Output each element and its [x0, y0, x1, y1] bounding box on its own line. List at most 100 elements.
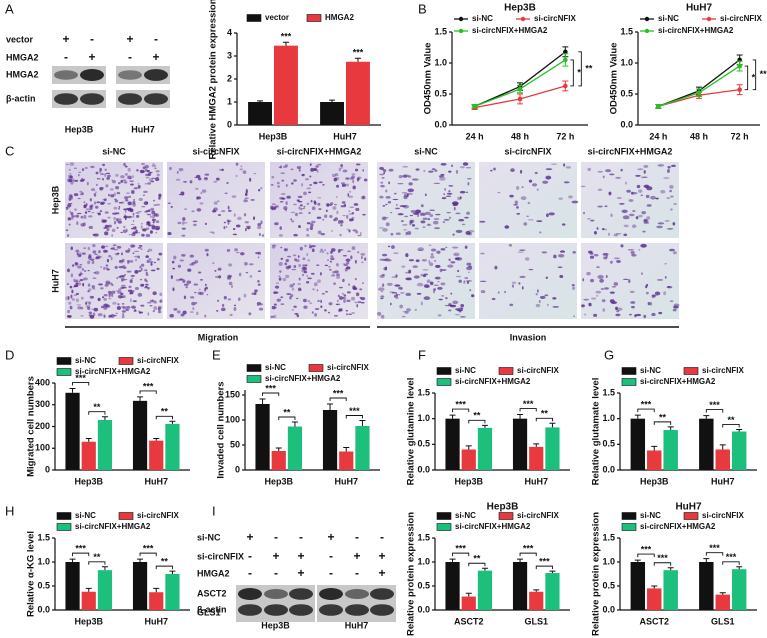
cell-stain: [445, 296, 448, 300]
cell-stain: [453, 207, 456, 211]
cell-stain: [68, 223, 71, 226]
cell-stain: [389, 291, 395, 294]
cell-stain: [145, 227, 150, 231]
legend-swatch: [436, 512, 452, 520]
cell-stain: [146, 260, 150, 263]
cell-stain: [211, 210, 217, 213]
legend-label: si-circNFIX+HMGA2: [265, 374, 341, 383]
cell-stain: [134, 186, 139, 190]
cell-stain: [587, 167, 591, 172]
cell-stain: [333, 282, 336, 285]
cell-stain: [291, 309, 295, 311]
cell-label: Hep3B: [65, 124, 94, 134]
cell-stain: [605, 228, 607, 231]
cell-stain: [87, 210, 91, 213]
cell-stain: [73, 167, 78, 169]
cell-stain: [225, 226, 228, 228]
cell-stain: [80, 215, 84, 219]
legend-swatch: [306, 14, 322, 22]
cell-stain: [296, 313, 299, 317]
cell-stain: [69, 305, 73, 310]
cell-stain: [620, 244, 624, 248]
cell-stain: [341, 292, 345, 295]
y-tick-label: 1.5: [37, 532, 50, 542]
x-tick-label: ASCT2: [454, 616, 484, 626]
cell-stain: [385, 222, 390, 227]
cell-stain: [314, 313, 317, 317]
cell-stain: [257, 225, 262, 230]
cell-stain: [302, 264, 306, 267]
cell-stain: [69, 173, 72, 175]
cell-stain: [663, 291, 667, 296]
cell-stain: [403, 229, 407, 231]
cell-stain: [124, 165, 128, 168]
cell-stain: [159, 299, 163, 303]
y-tick-label: 150: [225, 389, 240, 399]
cell-stain: [306, 274, 309, 278]
cell-stain: [123, 278, 128, 281]
significance: ***: [455, 399, 466, 409]
error-bar: [449, 558, 456, 562]
y-tick-label: 1.5: [620, 26, 633, 36]
cell-stain: [123, 181, 128, 184]
cell-stain: [434, 277, 441, 279]
cell-stain: [117, 290, 122, 294]
cell-stain: [628, 199, 634, 202]
error-bar: [153, 587, 160, 593]
cell-stain: [146, 301, 152, 304]
cell-stain: [81, 168, 85, 172]
cell-stain: [128, 233, 131, 236]
cell-stain: [330, 250, 333, 254]
cell-stain: [182, 310, 187, 315]
cell-stain: [428, 244, 432, 246]
legend-swatch: [56, 512, 72, 520]
cell-stain: [346, 261, 350, 265]
cell-stain: [72, 264, 75, 267]
cell-stain: [284, 248, 288, 252]
cell-stain: [441, 295, 445, 297]
cell-stain: [100, 287, 104, 290]
row-label: si-NC: [197, 532, 221, 542]
cell-stain: [282, 277, 287, 282]
cell-stain: [420, 204, 424, 208]
cell-stain: [131, 306, 136, 309]
legend-marker: [458, 28, 464, 34]
sign: +: [378, 566, 385, 580]
cell-stain: [376, 311, 382, 316]
cell-stain: [640, 243, 647, 248]
cell-stain: [337, 294, 340, 298]
cell-stain: [402, 174, 408, 178]
cell-stain: [84, 211, 88, 214]
cell-stain: [212, 262, 215, 264]
cell-stain: [289, 284, 294, 288]
cell-stain: [336, 275, 341, 279]
cell-stain: [260, 186, 263, 190]
cell-stain: [384, 216, 389, 219]
cell-stain: [427, 223, 431, 226]
legend-marker: [644, 28, 650, 34]
y-tick-label: 0.0: [417, 464, 430, 474]
cell-stain: [331, 270, 336, 274]
sign: -: [248, 566, 252, 580]
cell-stain: [423, 283, 430, 288]
error-bar: [257, 100, 264, 102]
cell-stain: [323, 214, 328, 218]
cell-stain: [626, 189, 631, 193]
cell-stain: [331, 173, 336, 178]
bar: [149, 440, 164, 470]
cell-stain: [231, 285, 233, 289]
cell-stain: [338, 296, 343, 300]
cell-stain: [297, 287, 302, 292]
cell-stain: [66, 268, 70, 273]
significance: **: [585, 63, 593, 73]
cell-stain: [290, 294, 294, 298]
cell-stain: [235, 162, 239, 166]
cell-stain: [446, 192, 453, 195]
cell-stain: [448, 309, 452, 312]
error-bar: [719, 444, 726, 450]
cell-stain: [445, 246, 448, 248]
y-axis-label: Relative glutamate level: [591, 378, 602, 486]
significance: **: [161, 407, 169, 417]
cell-stain: [213, 207, 218, 212]
cell-stain: [278, 262, 283, 266]
